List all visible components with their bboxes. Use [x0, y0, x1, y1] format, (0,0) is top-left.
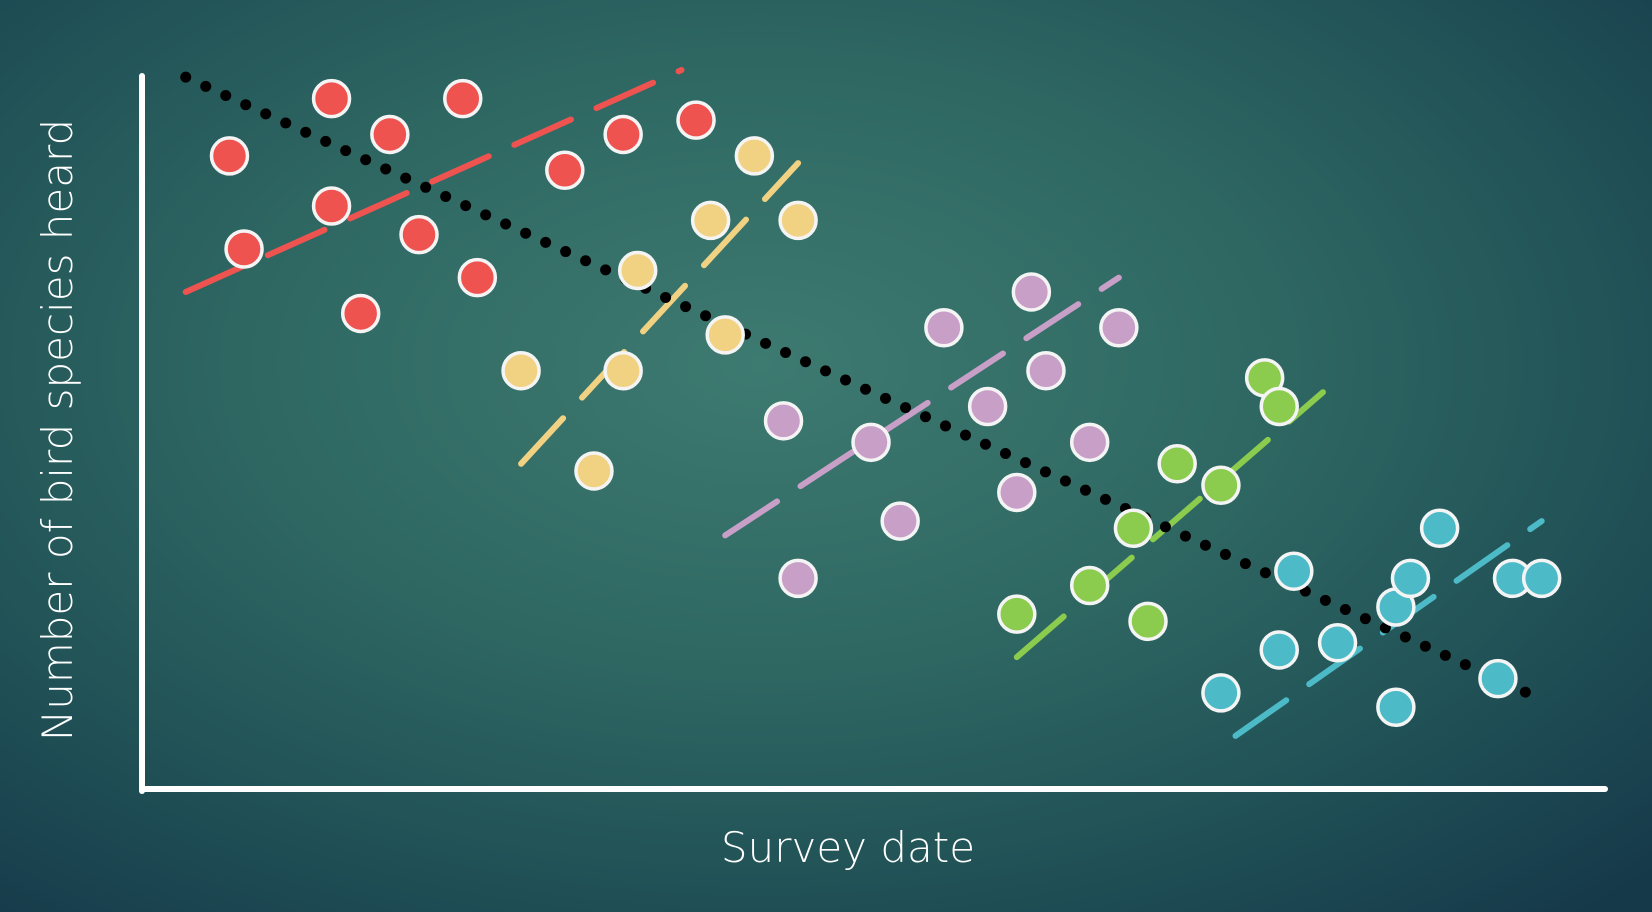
data-point-series-4-5	[1113, 508, 1154, 548]
data-point-series-1-1	[209, 136, 250, 176]
data-point-series-1-4	[443, 78, 483, 119]
data-point-series-3-3	[1099, 308, 1139, 348]
data-point-series-5-6	[1376, 687, 1416, 727]
data-point-series-1-11	[457, 257, 498, 298]
data-point-series-4-3	[1201, 465, 1241, 506]
x-axis-title: Survey date	[721, 823, 975, 872]
data-point-series-2-7	[603, 350, 643, 391]
data-point-series-4-8	[1128, 601, 1168, 642]
data-point-series-5-9	[1521, 558, 1562, 599]
data-point-series-3-10	[1069, 422, 1110, 463]
data-point-series-3-2	[1011, 272, 1052, 312]
data-point-series-3-7	[851, 422, 891, 463]
data-point-series-5-10	[1201, 673, 1241, 713]
data-point-series-1-9	[224, 229, 264, 269]
data-point-series-1-7	[676, 100, 716, 140]
data-point-series-2-3	[778, 200, 818, 241]
data-point-series-3-4	[1026, 350, 1066, 391]
data-point-series-2-4	[617, 250, 658, 291]
data-point-series-2-6	[501, 350, 541, 391]
data-point-series-5-8	[1478, 658, 1518, 699]
data-point-series-2-2	[690, 200, 731, 241]
data-point-series-5-11	[1259, 630, 1299, 670]
data-point-series-3-11	[778, 558, 818, 599]
data-point-series-1-12	[340, 293, 381, 334]
data-point-series-3-6	[967, 386, 1008, 427]
data-point-series-1-8	[311, 186, 352, 226]
data-point-series-2-5	[705, 315, 745, 355]
data-point-series-3-8	[880, 501, 920, 541]
data-point-series-1-3	[370, 114, 410, 155]
data-point-series-5-4	[1317, 623, 1358, 663]
data-point-series-2-1	[734, 136, 775, 176]
data-point-series-4-7	[1069, 565, 1110, 606]
data-points	[209, 78, 1562, 727]
trend-line-series-3	[722, 274, 1122, 539]
trend-line-series-2	[518, 160, 802, 467]
overall-trend	[180, 71, 1533, 699]
data-point-series-5-3	[1274, 551, 1314, 591]
data-point-series-3-1	[924, 308, 964, 348]
data-point-series-5-1	[1419, 508, 1460, 548]
data-point-series-4-4	[1259, 386, 1299, 427]
data-point-series-1-2	[311, 78, 352, 119]
trend-line-series-1	[182, 67, 685, 295]
data-point-series-2-8	[574, 451, 614, 491]
data-point-series-5-7	[1390, 558, 1431, 599]
data-point-series-1-5	[545, 150, 585, 190]
data-point-series-3-9	[997, 472, 1037, 513]
data-point-series-4-2	[1157, 444, 1197, 484]
data-point-series-3-5	[763, 401, 804, 441]
data-point-series-4-6	[997, 594, 1037, 634]
overall-trend-line	[180, 71, 1533, 699]
y-axis-title: Number of bird species heard	[33, 119, 82, 741]
data-point-series-1-6	[603, 114, 643, 155]
data-point-series-1-10	[399, 214, 439, 255]
